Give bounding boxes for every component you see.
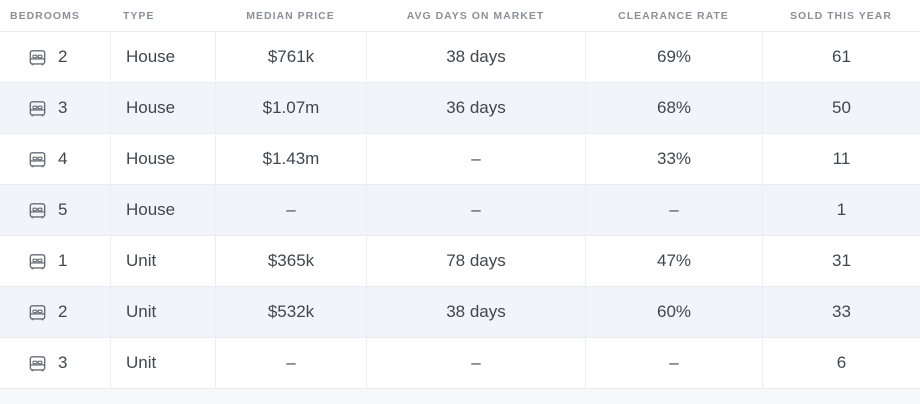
bed-icon [27, 98, 48, 119]
cell-sold: 1 [762, 185, 920, 235]
cell-avg_days: 38 days [366, 32, 585, 82]
cell-type: House [110, 185, 215, 235]
cell-sold: 61 [762, 32, 920, 82]
cell-avg_days: – [366, 134, 585, 184]
property-market-stats-table: BEDROOMS TYPE MEDIAN PRICE AVG DAYS ON MARK… [0, 0, 920, 389]
cell-avg_days: – [366, 338, 585, 388]
cell-bedrooms: 3 [0, 338, 110, 388]
cell-median_price: $1.43m [215, 134, 366, 184]
bed-icon [27, 200, 48, 221]
cell-clearance: 47% [585, 236, 762, 286]
table-row: 5 House – – –1 [0, 184, 920, 235]
cell-bedrooms: 4 [0, 134, 110, 184]
cell-avg_days: 38 days [366, 287, 585, 337]
cell-median_price: $1.07m [215, 83, 366, 133]
bedrooms-count: 4 [58, 149, 68, 168]
cell-clearance: 33% [585, 134, 762, 184]
table-row: 2 House $761k 38 days 69% 61 [0, 31, 920, 82]
cell-median_price: – [215, 338, 366, 388]
column-header-avg_days: AVG DAYS ON MARKET [406, 9, 545, 22]
column-header-type: TYPE [123, 9, 155, 22]
cell-clearance: 69% [585, 32, 762, 82]
cell-bedrooms: 2 [0, 32, 110, 82]
cell-median_price: $761k [215, 32, 366, 82]
bed-icon [27, 251, 48, 272]
cell-sold: 50 [762, 83, 920, 133]
table-row: 1 Unit $365k 78 days 47% 31 [0, 235, 920, 286]
table-header-row: BEDROOMS TYPE MEDIAN PRICE AVG DAYS ON MARK… [0, 0, 920, 31]
cell-bedrooms: 5 [0, 185, 110, 235]
cell-sold: 31 [762, 236, 920, 286]
cell-clearance: 60% [585, 287, 762, 337]
bed-icon [27, 149, 48, 170]
table-row: 2 Unit $532k 38 days 60% 33 [0, 286, 920, 337]
bedrooms-count: 3 [58, 353, 68, 372]
cell-type: House [110, 83, 215, 133]
cell-clearance: – [585, 338, 762, 388]
table-body: 2 House $761k 38 days 69% 61 3 House $1.07m 36 d… [0, 31, 920, 388]
column-header-bedrooms: BEDROOMS [10, 9, 80, 22]
table-row: 3 Unit – – –6 [0, 337, 920, 388]
cell-sold: 6 [762, 338, 920, 388]
cell-sold: 33 [762, 287, 920, 337]
bedrooms-count: 2 [58, 47, 68, 66]
table-row: 3 House $1.07m 36 days 68% 50 [0, 82, 920, 133]
cell-median_price: – [215, 185, 366, 235]
cell-type: House [110, 134, 215, 184]
cell-median_price: $365k [215, 236, 366, 286]
bedrooms-count: 5 [58, 200, 68, 219]
cell-type: Unit [110, 236, 215, 286]
cell-avg_days: – [366, 185, 585, 235]
cell-avg_days: 36 days [366, 83, 585, 133]
bed-icon [27, 47, 48, 68]
bed-icon [27, 302, 48, 323]
bedrooms-count: 2 [58, 302, 68, 321]
cell-sold: 11 [762, 134, 920, 184]
bedrooms-count: 3 [58, 98, 68, 117]
cell-clearance: – [585, 185, 762, 235]
column-header-sold: SOLD THIS YEAR [790, 9, 892, 22]
cell-type: House [110, 32, 215, 82]
bed-icon [27, 353, 48, 374]
cell-median_price: $532k [215, 287, 366, 337]
column-header-median_price: MEDIAN PRICE [246, 9, 335, 22]
cell-bedrooms: 1 [0, 236, 110, 286]
cell-clearance: 68% [585, 83, 762, 133]
cell-bedrooms: 3 [0, 83, 110, 133]
cell-type: Unit [110, 338, 215, 388]
table-row: 4 House $1.43m –33% 11 [0, 133, 920, 184]
cell-type: Unit [110, 287, 215, 337]
bedrooms-count: 1 [58, 251, 68, 270]
column-header-clearance: CLEARANCE RATE [618, 9, 729, 22]
cell-avg_days: 78 days [366, 236, 585, 286]
cell-bedrooms: 2 [0, 287, 110, 337]
